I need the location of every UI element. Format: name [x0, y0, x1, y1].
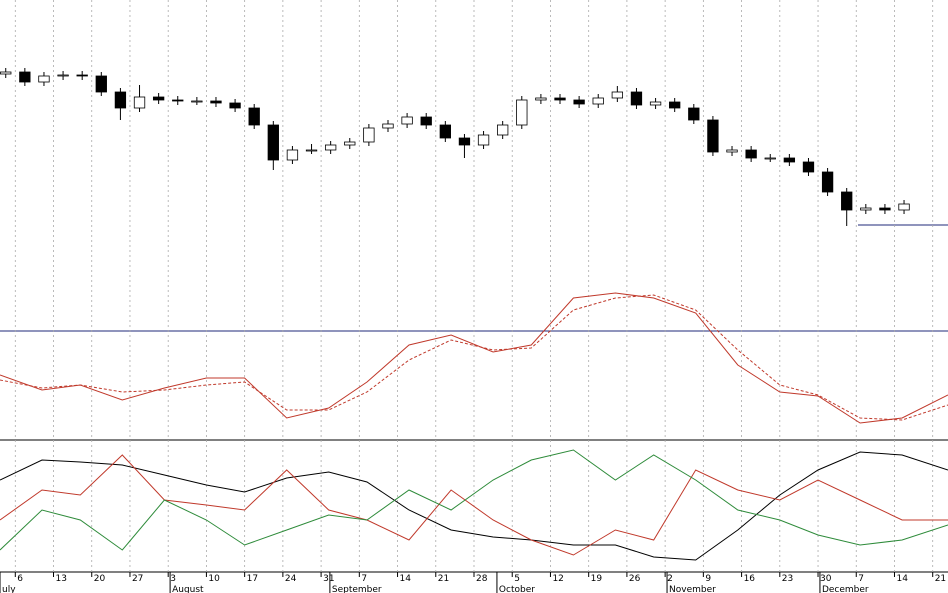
x-tick-label: 19: [591, 574, 603, 584]
candle-body: [286, 149, 299, 161]
candle-body: [573, 99, 585, 105]
candle-body: [669, 101, 681, 109]
x-tick-label: 20: [94, 574, 106, 584]
candle-body: [611, 91, 624, 99]
candle-body: [802, 161, 815, 173]
x-tick-label: 10: [208, 574, 220, 584]
candle-body: [401, 116, 413, 125]
indicator-line: [0, 294, 948, 421]
candle-body: [133, 96, 146, 109]
candle-body: [382, 123, 394, 129]
x-tick-label: 2: [667, 574, 673, 584]
candle-body: [783, 157, 796, 163]
candle-body: [764, 157, 776, 160]
candle-body: [630, 91, 643, 106]
month-label: November: [669, 585, 716, 593]
candle-body: [516, 99, 528, 126]
x-tick-label: 5: [514, 574, 520, 584]
x-tick-label: 14: [896, 574, 908, 584]
candle-body: [152, 96, 165, 101]
x-tick-label: 21: [935, 574, 946, 584]
candle-body: [477, 134, 490, 146]
x-tick-label: 31: [323, 574, 334, 584]
candle-body: [172, 99, 184, 102]
x-tick-label: 23: [782, 574, 793, 584]
candle-body: [592, 97, 604, 105]
candle-body: [688, 107, 700, 121]
candle-body: [707, 119, 719, 153]
candle-body: [229, 102, 241, 109]
month-label: uly: [2, 585, 16, 593]
candle-body: [554, 97, 566, 101]
candle-body: [879, 207, 891, 211]
candle-body: [305, 149, 318, 152]
candle-body: [191, 100, 203, 103]
candle-body: [420, 116, 432, 126]
candle-body: [497, 124, 509, 136]
candle-body: [898, 203, 910, 211]
indicator-line: [0, 449, 948, 551]
x-tick-label: 27: [132, 574, 143, 584]
candle-body: [248, 107, 260, 126]
candle-body: [324, 144, 337, 151]
month-label: October: [499, 585, 535, 593]
x-tick-label: 12: [552, 574, 563, 584]
indicator-line: [0, 454, 948, 556]
candle-body: [76, 74, 88, 77]
candle-body: [860, 207, 872, 211]
x-tick-label: 28: [476, 574, 488, 584]
candle-body: [267, 124, 279, 161]
candle-body: [535, 97, 547, 101]
candle-body: [363, 127, 375, 143]
x-tick-label: 3: [170, 574, 176, 584]
month-label: August: [172, 585, 204, 593]
candle-body: [458, 137, 471, 146]
x-tick-label: 7: [361, 574, 367, 584]
candle-body: [57, 74, 69, 77]
x-tick-label: 9: [705, 574, 711, 584]
month-label: September: [332, 585, 382, 593]
candle-body: [726, 149, 738, 153]
x-tick-label: 16: [744, 574, 756, 584]
candle-body: [38, 75, 50, 83]
candle-body: [841, 191, 853, 211]
month-label: December: [822, 585, 869, 593]
candle-body: [439, 124, 451, 139]
candle-body: [19, 71, 31, 83]
candle-body: [649, 101, 662, 106]
x-tick-label: 17: [247, 574, 258, 584]
x-tick-label: 13: [56, 574, 67, 584]
candle-body: [210, 100, 222, 104]
x-tick-label: 21: [438, 574, 449, 584]
indicator-line: [0, 451, 948, 561]
indicator-line: [0, 292, 948, 424]
grid: [14, 0, 934, 572]
x-tick-label: 7: [858, 574, 864, 584]
x-tick-label: 14: [400, 574, 412, 584]
candle-body: [114, 91, 127, 109]
candle-body: [0, 71, 12, 75]
x-tick-label: 26: [629, 574, 641, 584]
candle-body: [745, 149, 757, 159]
x-tick-label: 24: [285, 574, 297, 584]
candle-body: [95, 75, 107, 93]
candle-body: [821, 171, 834, 193]
x-tick-label: 30: [820, 574, 832, 584]
candle-body: [344, 141, 356, 146]
x-tick-label: 6: [17, 574, 23, 584]
